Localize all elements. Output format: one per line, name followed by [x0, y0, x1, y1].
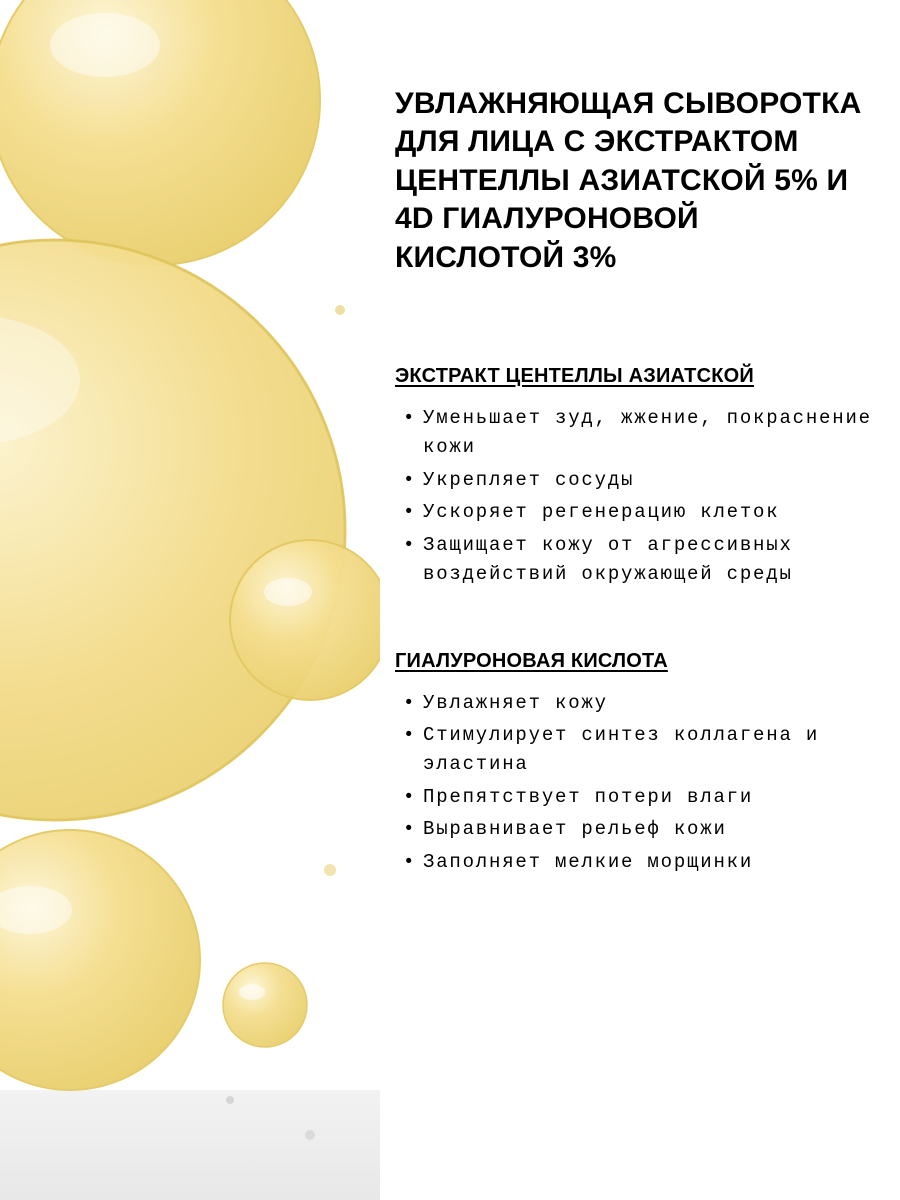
benefits-list: Уменьшает зуд, жжение, покраснение кожи …	[395, 404, 875, 590]
list-item: Выравнивает рельеф кожи	[423, 815, 875, 844]
list-item: Препятствует потери влаги	[423, 783, 875, 812]
list-item: Ускоряет регенерацию клеток	[423, 498, 875, 527]
section-heading: ГИАЛУРОНОВАЯ КИСЛОТА	[395, 650, 875, 673]
list-item: Заполняет мелкие морщинки	[423, 848, 875, 877]
section-hyaluronic: ГИАЛУРОНОВАЯ КИСЛОТА Увлажняет кожу Стим…	[395, 650, 875, 878]
benefits-list: Увлажняет кожу Стимулирует синтез коллаг…	[395, 689, 875, 878]
list-item: Укрепляет сосуды	[423, 466, 875, 495]
page-canvas: УВЛАЖНЯЮЩАЯ СЫВОРОТКА ДЛЯ ЛИЦА С ЭКСТРАК…	[0, 0, 900, 1200]
section-centella: ЭКСТРАКТ ЦЕНТЕЛЛЫ АЗИАТСКОЙ Уменьшает зу…	[395, 365, 875, 590]
list-item: Стимулирует синтез коллагена и эластина	[423, 721, 875, 780]
list-item: Защищает кожу от агрессивных воздействий…	[423, 531, 875, 590]
decorative-bubbles	[0, 0, 380, 1200]
product-title: УВЛАЖНЯЮЩАЯ СЫВОРОТКА ДЛЯ ЛИЦА С ЭКСТРАК…	[395, 85, 875, 277]
list-item: Уменьшает зуд, жжение, покраснение кожи	[423, 404, 875, 463]
section-heading: ЭКСТРАКТ ЦЕНТЕЛЛЫ АЗИАТСКОЙ	[395, 365, 875, 388]
content-column: УВЛАЖНЯЮЩАЯ СЫВОРОТКА ДЛЯ ЛИЦА С ЭКСТРАК…	[395, 85, 875, 937]
list-item: Увлажняет кожу	[423, 689, 875, 718]
